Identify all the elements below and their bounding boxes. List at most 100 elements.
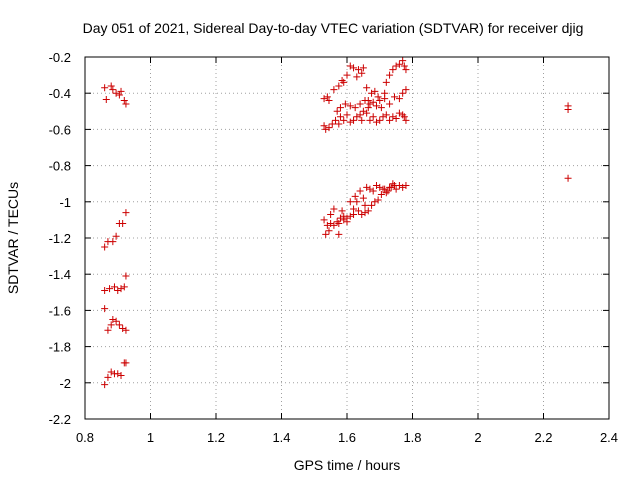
- y-tick-label: -1: [59, 195, 71, 210]
- data-point: [327, 210, 335, 218]
- data-point: [117, 87, 125, 95]
- data-point: [354, 66, 362, 74]
- x-tick-label: 1: [147, 430, 154, 445]
- data-point: [346, 212, 354, 220]
- y-tick-label: -2.2: [49, 412, 71, 427]
- data-point: [379, 113, 387, 121]
- data-point: [320, 95, 328, 103]
- data-point: [325, 96, 333, 104]
- data-point: [381, 185, 389, 193]
- data-point: [353, 73, 361, 81]
- data-point: [364, 104, 372, 112]
- data-point: [330, 86, 338, 94]
- data-point: [120, 283, 128, 291]
- x-tick-label: 2: [474, 430, 481, 445]
- y-tick-label: -1.8: [49, 340, 71, 355]
- data-point: [353, 198, 361, 206]
- data-point: [399, 57, 407, 65]
- data-point: [354, 207, 362, 215]
- data-point: [374, 93, 382, 101]
- data-point: [371, 87, 379, 95]
- data-point: [363, 183, 371, 191]
- data-point: [369, 187, 377, 195]
- data-point: [333, 218, 341, 226]
- y-tick-labels: -2.2 -2 -1.8 -1.6 -1.4 -1.2 -1 -0.8 -0.6 -0.4 -0.2: [49, 50, 71, 427]
- data-point: [335, 220, 343, 228]
- data-point: [366, 116, 374, 124]
- data-point: [325, 227, 333, 235]
- data-point: [371, 198, 379, 206]
- data-point: [351, 192, 359, 200]
- data-point: [372, 102, 380, 110]
- data-point: [381, 95, 389, 103]
- data-point: [359, 64, 367, 72]
- data-point: [399, 183, 407, 191]
- data-point: [104, 326, 112, 334]
- data-point: [320, 216, 328, 224]
- data-point: [122, 272, 130, 280]
- data-point: [564, 105, 572, 113]
- data-point: [366, 100, 374, 108]
- data-point: [119, 325, 127, 332]
- data-point: [338, 77, 346, 85]
- data-point: [109, 86, 117, 94]
- data-point: [350, 64, 358, 72]
- data-point: [343, 214, 351, 222]
- y-axis-title: SDTVAR / TECUs: [5, 182, 21, 294]
- data-point: [115, 321, 123, 329]
- data-point: [122, 100, 130, 108]
- data-point: [402, 116, 410, 124]
- data-point: [335, 230, 343, 238]
- y-tick-label: -2: [59, 376, 71, 391]
- data-point: [343, 111, 351, 119]
- data-point: [402, 182, 410, 190]
- data-point: [102, 96, 110, 104]
- data-point: [341, 100, 349, 108]
- data-point: [325, 124, 333, 132]
- data-point: [392, 185, 400, 193]
- y-tick-label: -0.6: [49, 122, 71, 137]
- data-point: [104, 373, 112, 381]
- data-point: [112, 317, 120, 325]
- data-point: [101, 286, 109, 294]
- data-point: [330, 221, 338, 229]
- data-point: [323, 93, 331, 101]
- data-point: [368, 201, 376, 209]
- data-point: [336, 214, 344, 222]
- y-tick-label: -1.4: [49, 267, 71, 282]
- data-point: [356, 100, 364, 108]
- data-point: [369, 98, 377, 106]
- data-points: [101, 57, 572, 389]
- x-tick-labels: 0.8 1 1.2 1.4 1.6 1.8 2 2.2 2.4: [76, 430, 618, 445]
- data-point: [351, 104, 359, 112]
- y-tick-label: -0.2: [49, 50, 71, 65]
- data-point: [390, 182, 398, 190]
- data-point: [364, 207, 372, 215]
- data-point: [389, 66, 397, 74]
- data-point: [101, 305, 109, 313]
- data-point: [117, 372, 125, 380]
- data-point: [400, 62, 408, 70]
- x-tick-label: 1.8: [403, 430, 421, 445]
- data-point: [330, 205, 338, 213]
- data-point: [101, 381, 109, 389]
- axis-ticks: [84, 56, 610, 420]
- data-point: [382, 78, 390, 86]
- data-point: [369, 113, 377, 121]
- data-point: [110, 283, 118, 291]
- data-point: [390, 93, 398, 101]
- data-point: [372, 182, 380, 190]
- data-point: [346, 62, 354, 70]
- data-point: [350, 210, 358, 218]
- data-point: [389, 113, 397, 121]
- data-point: [322, 125, 330, 133]
- y-tick-label: -1.6: [49, 303, 71, 318]
- data-point: [386, 100, 394, 108]
- data-point: [350, 116, 358, 124]
- x-tick-label: 1.4: [272, 430, 290, 445]
- data-point: [356, 111, 364, 119]
- data-point: [112, 89, 120, 97]
- data-point: [114, 286, 122, 294]
- y-tick-label: -1.2: [49, 231, 71, 246]
- data-point: [366, 185, 374, 193]
